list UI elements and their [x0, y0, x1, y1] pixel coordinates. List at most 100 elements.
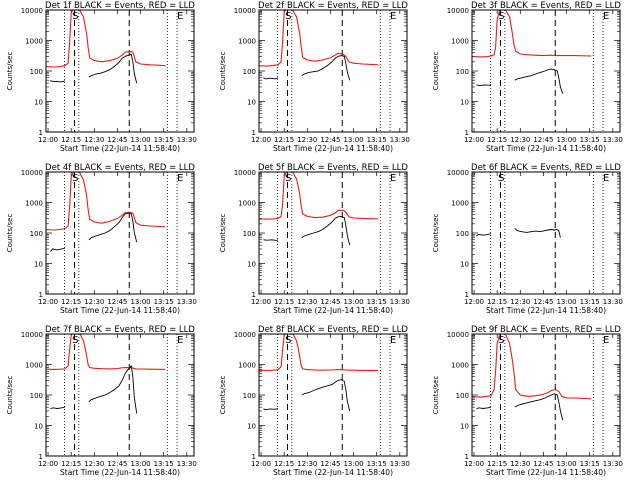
- interval-marker-s: S: [285, 11, 291, 22]
- y-axis-label: Counts/sec: [219, 376, 227, 415]
- y-tick-label: 100: [243, 392, 256, 400]
- interval-marker-s: S: [498, 173, 504, 184]
- y-tick-label: 10000: [21, 331, 43, 339]
- x-tick-label: 12:00: [251, 298, 271, 306]
- x-axis-label: Start Time (22-Jun-14 11:58:40): [486, 306, 606, 315]
- interval-marker-s: S: [72, 335, 78, 346]
- x-tick-label: 13:00: [130, 460, 150, 468]
- panel-title: Det 9f BLACK = Events, RED = LLD: [471, 325, 621, 335]
- events-series-line: [263, 379, 351, 412]
- x-tick-label: 12:45: [533, 298, 553, 306]
- x-axis-label: Start Time (22-Jun-14 11:58:40): [60, 306, 180, 315]
- plot-frame: [471, 9, 621, 133]
- x-tick-label: 12:00: [464, 136, 484, 144]
- x-tick-label: 13:15: [367, 460, 387, 468]
- y-tick-label: 10: [460, 423, 469, 431]
- lld-series-line: [259, 334, 379, 371]
- x-tick-label: 12:15: [61, 136, 81, 144]
- panel-title: Det 2f BLACK = Events, RED = LLD: [258, 1, 408, 11]
- y-tick-label: 1000: [238, 38, 256, 46]
- x-tick-label: 12:15: [274, 460, 294, 468]
- y-tick-label: 10: [34, 99, 43, 107]
- x-tick-label: 13:15: [580, 298, 600, 306]
- interval-marker-s: S: [498, 11, 504, 22]
- y-axis-label: Counts/sec: [219, 52, 227, 91]
- interval-marker-e: E: [177, 11, 183, 22]
- x-axis-label: Start Time (22-Jun-14 11:58:40): [273, 468, 393, 477]
- x-tick-label: 12:45: [533, 136, 553, 144]
- interval-marker-e: E: [177, 335, 183, 346]
- x-tick-label: 12:30: [297, 136, 317, 144]
- x-tick-label: 12:30: [297, 460, 317, 468]
- x-tick-label: 13:15: [154, 460, 174, 468]
- x-axis-label: Start Time (22-Jun-14 11:58:40): [60, 144, 180, 153]
- x-tick-label: 12:15: [487, 298, 507, 306]
- plot-frame: [258, 333, 408, 457]
- y-tick-label: 10000: [447, 169, 469, 177]
- y-tick-label: 10: [34, 261, 43, 269]
- y-tick-label: 10000: [21, 169, 43, 177]
- y-tick-label: 10000: [21, 7, 43, 15]
- y-tick-label: 100: [30, 68, 43, 76]
- x-tick-label: 13:30: [390, 298, 410, 306]
- y-tick-label: 10: [460, 99, 469, 107]
- x-tick-label: 12:30: [510, 298, 530, 306]
- x-tick-label: 13:00: [130, 136, 150, 144]
- y-tick-label: 10: [460, 261, 469, 269]
- y-tick-label: 100: [243, 230, 256, 238]
- detector-panel-4: Det 4f BLACK = Events, RED = LLD Counts/s…: [6, 163, 197, 315]
- y-tick-label: 1000: [25, 362, 43, 370]
- x-tick-label: 12:45: [320, 298, 340, 306]
- x-tick-label: 13:30: [177, 136, 197, 144]
- x-tick-label: 13:30: [177, 298, 197, 306]
- y-tick-label: 100: [456, 68, 469, 76]
- lld-series-line: [259, 172, 379, 220]
- interval-marker-e: E: [603, 11, 609, 22]
- x-tick-label: 12:00: [38, 136, 58, 144]
- x-axis-label: Start Time (22-Jun-14 11:58:40): [486, 468, 606, 477]
- events-series-line: [263, 215, 351, 246]
- detector-panel-7: Det 7f BLACK = Events, RED = LLD Counts/s…: [6, 325, 197, 477]
- x-tick-label: 13:00: [556, 460, 576, 468]
- x-tick-label: 13:00: [130, 298, 150, 306]
- x-axis-label: Start Time (22-Jun-14 11:58:40): [60, 468, 180, 477]
- panel-title: Det 6f BLACK = Events, RED = LLD: [471, 163, 621, 173]
- panel-title: Det 1f BLACK = Events, RED = LLD: [45, 1, 195, 11]
- y-tick-label: 10000: [447, 331, 469, 339]
- interval-marker-e: E: [603, 173, 609, 184]
- x-tick-label: 12:45: [320, 460, 340, 468]
- lld-series-line: [472, 334, 592, 400]
- x-tick-label: 12:15: [487, 460, 507, 468]
- interval-marker-s: S: [285, 335, 291, 346]
- y-tick-label: 1000: [25, 200, 43, 208]
- interval-marker-e: E: [390, 11, 396, 22]
- interval-marker-e: E: [603, 335, 609, 346]
- plot-frame: [471, 333, 621, 457]
- x-tick-label: 13:15: [367, 136, 387, 144]
- interval-marker-s: S: [498, 335, 504, 346]
- x-tick-label: 13:15: [154, 136, 174, 144]
- y-axis-label: Counts/sec: [432, 52, 440, 91]
- x-tick-label: 12:30: [510, 460, 530, 468]
- y-tick-label: 1: [39, 453, 43, 461]
- y-tick-label: 10: [247, 261, 256, 269]
- lld-series-line: [46, 10, 166, 68]
- detector-panel-1: Det 1f BLACK = Events, RED = LLD Counts/s…: [6, 1, 197, 153]
- y-tick-label: 1: [465, 129, 469, 137]
- x-tick-label: 12:45: [107, 460, 127, 468]
- plot-frame: [258, 171, 408, 295]
- detector-panel-9: Det 9f BLACK = Events, RED = LLD Counts/s…: [432, 325, 623, 477]
- plot-frame: [45, 333, 195, 457]
- y-axis-label: Counts/sec: [432, 376, 440, 415]
- y-tick-label: 1000: [25, 38, 43, 46]
- x-tick-label: 12:30: [84, 460, 104, 468]
- y-tick-label: 10000: [234, 331, 256, 339]
- x-tick-label: 12:45: [533, 460, 553, 468]
- events-series-line: [263, 55, 351, 81]
- x-axis-label: Start Time (22-Jun-14 11:58:40): [273, 144, 393, 153]
- x-tick-label: 13:30: [390, 136, 410, 144]
- y-tick-label: 10000: [234, 169, 256, 177]
- interval-marker-e: E: [390, 335, 396, 346]
- plot-frame: [471, 171, 621, 295]
- y-tick-label: 1: [252, 453, 256, 461]
